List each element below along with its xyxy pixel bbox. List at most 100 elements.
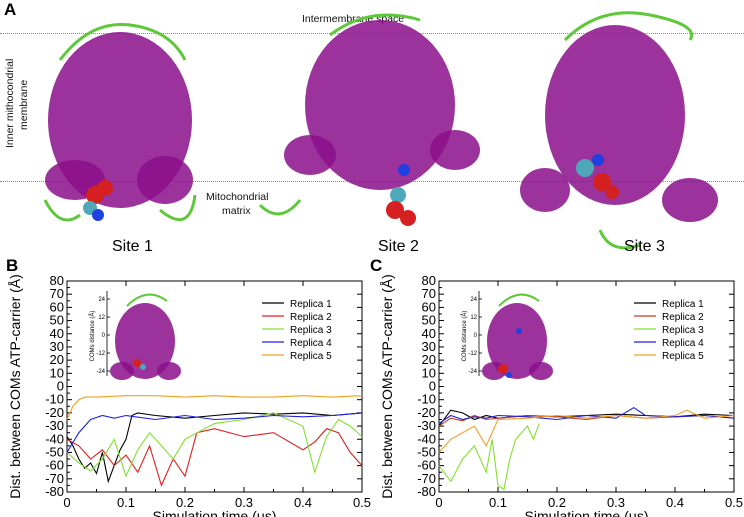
inset-tick-label: -12 (96, 351, 105, 357)
matrix-label-2: matrix (222, 205, 251, 217)
inset-loop (126, 293, 168, 307)
inset-protein (487, 303, 547, 379)
y-tick-label: -40 (45, 431, 64, 446)
protein-site-1 (43, 22, 197, 222)
y-tick-label: 70 (422, 286, 436, 301)
legend-label: Replica 3 (290, 325, 332, 336)
chart-b: 80706050403020100-10-20-30-40-50-60-70-8… (7, 273, 371, 517)
y-tick-label: 70 (50, 286, 64, 301)
y-tick-label: 20 (50, 352, 64, 367)
x-tick-label: 0.1 (117, 495, 135, 510)
panel-label-c: C (370, 256, 383, 275)
y-tick-label: 40 (50, 326, 64, 341)
inset-ligand (140, 364, 146, 370)
legend-label: Replica 1 (290, 299, 332, 310)
x-tick-label: 0.2 (548, 495, 566, 510)
legend-label: Replica 5 (290, 351, 332, 362)
inset-y-label: COMs distance (Å) (89, 311, 96, 362)
y-tick-label: -50 (45, 444, 64, 459)
series-line (438, 423, 540, 491)
inset-tick-label: 12 (98, 315, 105, 321)
y-tick-label: -60 (417, 458, 436, 473)
x-tick-label: 0.1 (489, 495, 507, 510)
inset-protein (157, 362, 181, 380)
series-line (438, 414, 735, 427)
series-line (66, 395, 363, 420)
legend-label: Replica 3 (662, 325, 704, 336)
y-tick-label: 10 (50, 365, 64, 380)
inset-protein (110, 362, 134, 380)
y-tick-label: -60 (45, 458, 64, 473)
inset-protein (115, 303, 175, 379)
inset-ligand (133, 359, 141, 367)
protein-site-3 (520, 11, 718, 250)
y-tick-label: 40 (422, 326, 436, 341)
y-tick-label: -20 (417, 405, 436, 420)
inset-tick-label: -12 (468, 351, 477, 357)
x-axis-label: Simulation time (μs) (153, 508, 277, 517)
y-tick-label: -80 (45, 484, 64, 499)
protein-site-2 (258, 13, 480, 226)
y-tick-label: -70 (417, 471, 436, 486)
site-1-label: Site 1 (112, 238, 153, 255)
y-tick-label: 80 (422, 273, 436, 288)
panel-label-b: B (6, 256, 19, 275)
legend-label: Replica 4 (290, 338, 332, 349)
inset-tick-label: 0 (102, 333, 106, 339)
protein-structures (43, 11, 718, 250)
x-axis-label: Simulation time (μs) (525, 508, 649, 517)
panel-label-a: A (4, 0, 17, 19)
inset-protein (529, 362, 553, 380)
series-line (66, 412, 363, 453)
y-tick-label: 60 (50, 299, 64, 314)
series-line (66, 412, 363, 484)
legend-label: Replica 1 (662, 299, 704, 310)
x-tick-label: 0 (435, 495, 442, 510)
inset-tick-label: -24 (468, 369, 477, 375)
x-tick-label: 0.5 (353, 495, 371, 510)
y-tick-label: 30 (422, 339, 436, 354)
inset-ligand (498, 364, 508, 374)
series-line (66, 412, 363, 478)
y-axis-label: Dist. between COMs ATP-carrier (Å) (379, 274, 395, 499)
y-tick-label: -30 (417, 418, 436, 433)
x-tick-label: 0.3 (607, 495, 625, 510)
y-tick-label: -10 (45, 392, 64, 407)
inset-tick-label: 24 (98, 297, 105, 303)
y-axis-label: Dist. between COMs ATP-carrier (Å) (7, 274, 23, 499)
inset-tick-label: 12 (470, 315, 477, 321)
series-line (66, 428, 363, 487)
y-tick-label: 50 (422, 313, 436, 328)
x-tick-label: 0.4 (666, 495, 684, 510)
y-tick-label: 80 (50, 273, 64, 288)
y-tick-label: -80 (417, 484, 436, 499)
y-tick-label: -20 (45, 405, 64, 420)
legend-label: Replica 5 (662, 351, 704, 362)
inset-y-label: COMs distance (Å) (461, 311, 468, 362)
inset-tick-label: -24 (96, 369, 105, 375)
x-tick-label: 0 (63, 495, 70, 510)
y-tick-label: -30 (45, 418, 64, 433)
y-tick-label: 0 (429, 379, 436, 394)
x-tick-label: 0.2 (176, 495, 194, 510)
inset: 24 12 0 -12 -24 COMs distance (Å) (461, 291, 553, 380)
x-tick-label: 0.4 (294, 495, 312, 510)
y-tick-label: -50 (417, 444, 436, 459)
y-tick-label: 10 (422, 365, 436, 380)
inset-loop (498, 293, 540, 307)
y-tick-label: -40 (417, 431, 436, 446)
y-tick-label: 60 (422, 299, 436, 314)
inset-tick-label: 24 (470, 297, 477, 303)
inset-tick-label: 0 (474, 333, 478, 339)
inset-ligand (506, 372, 512, 378)
y-tick-label: 0 (57, 379, 64, 394)
y-tick-label: 50 (50, 313, 64, 328)
site-2-label: Site 2 (378, 238, 419, 255)
legend-label: Replica 4 (662, 338, 704, 349)
inset: 24 12 0 -12 -24 COMs distance (Å) (89, 291, 181, 380)
legend-label: Replica 2 (290, 312, 332, 323)
x-tick-label: 0.3 (235, 495, 253, 510)
y-tick-label: 30 (50, 339, 64, 354)
chart-c: 80706050403020100-10-20-30-40-50-60-70-8… (379, 273, 743, 517)
site-3-label: Site 3 (624, 238, 665, 255)
